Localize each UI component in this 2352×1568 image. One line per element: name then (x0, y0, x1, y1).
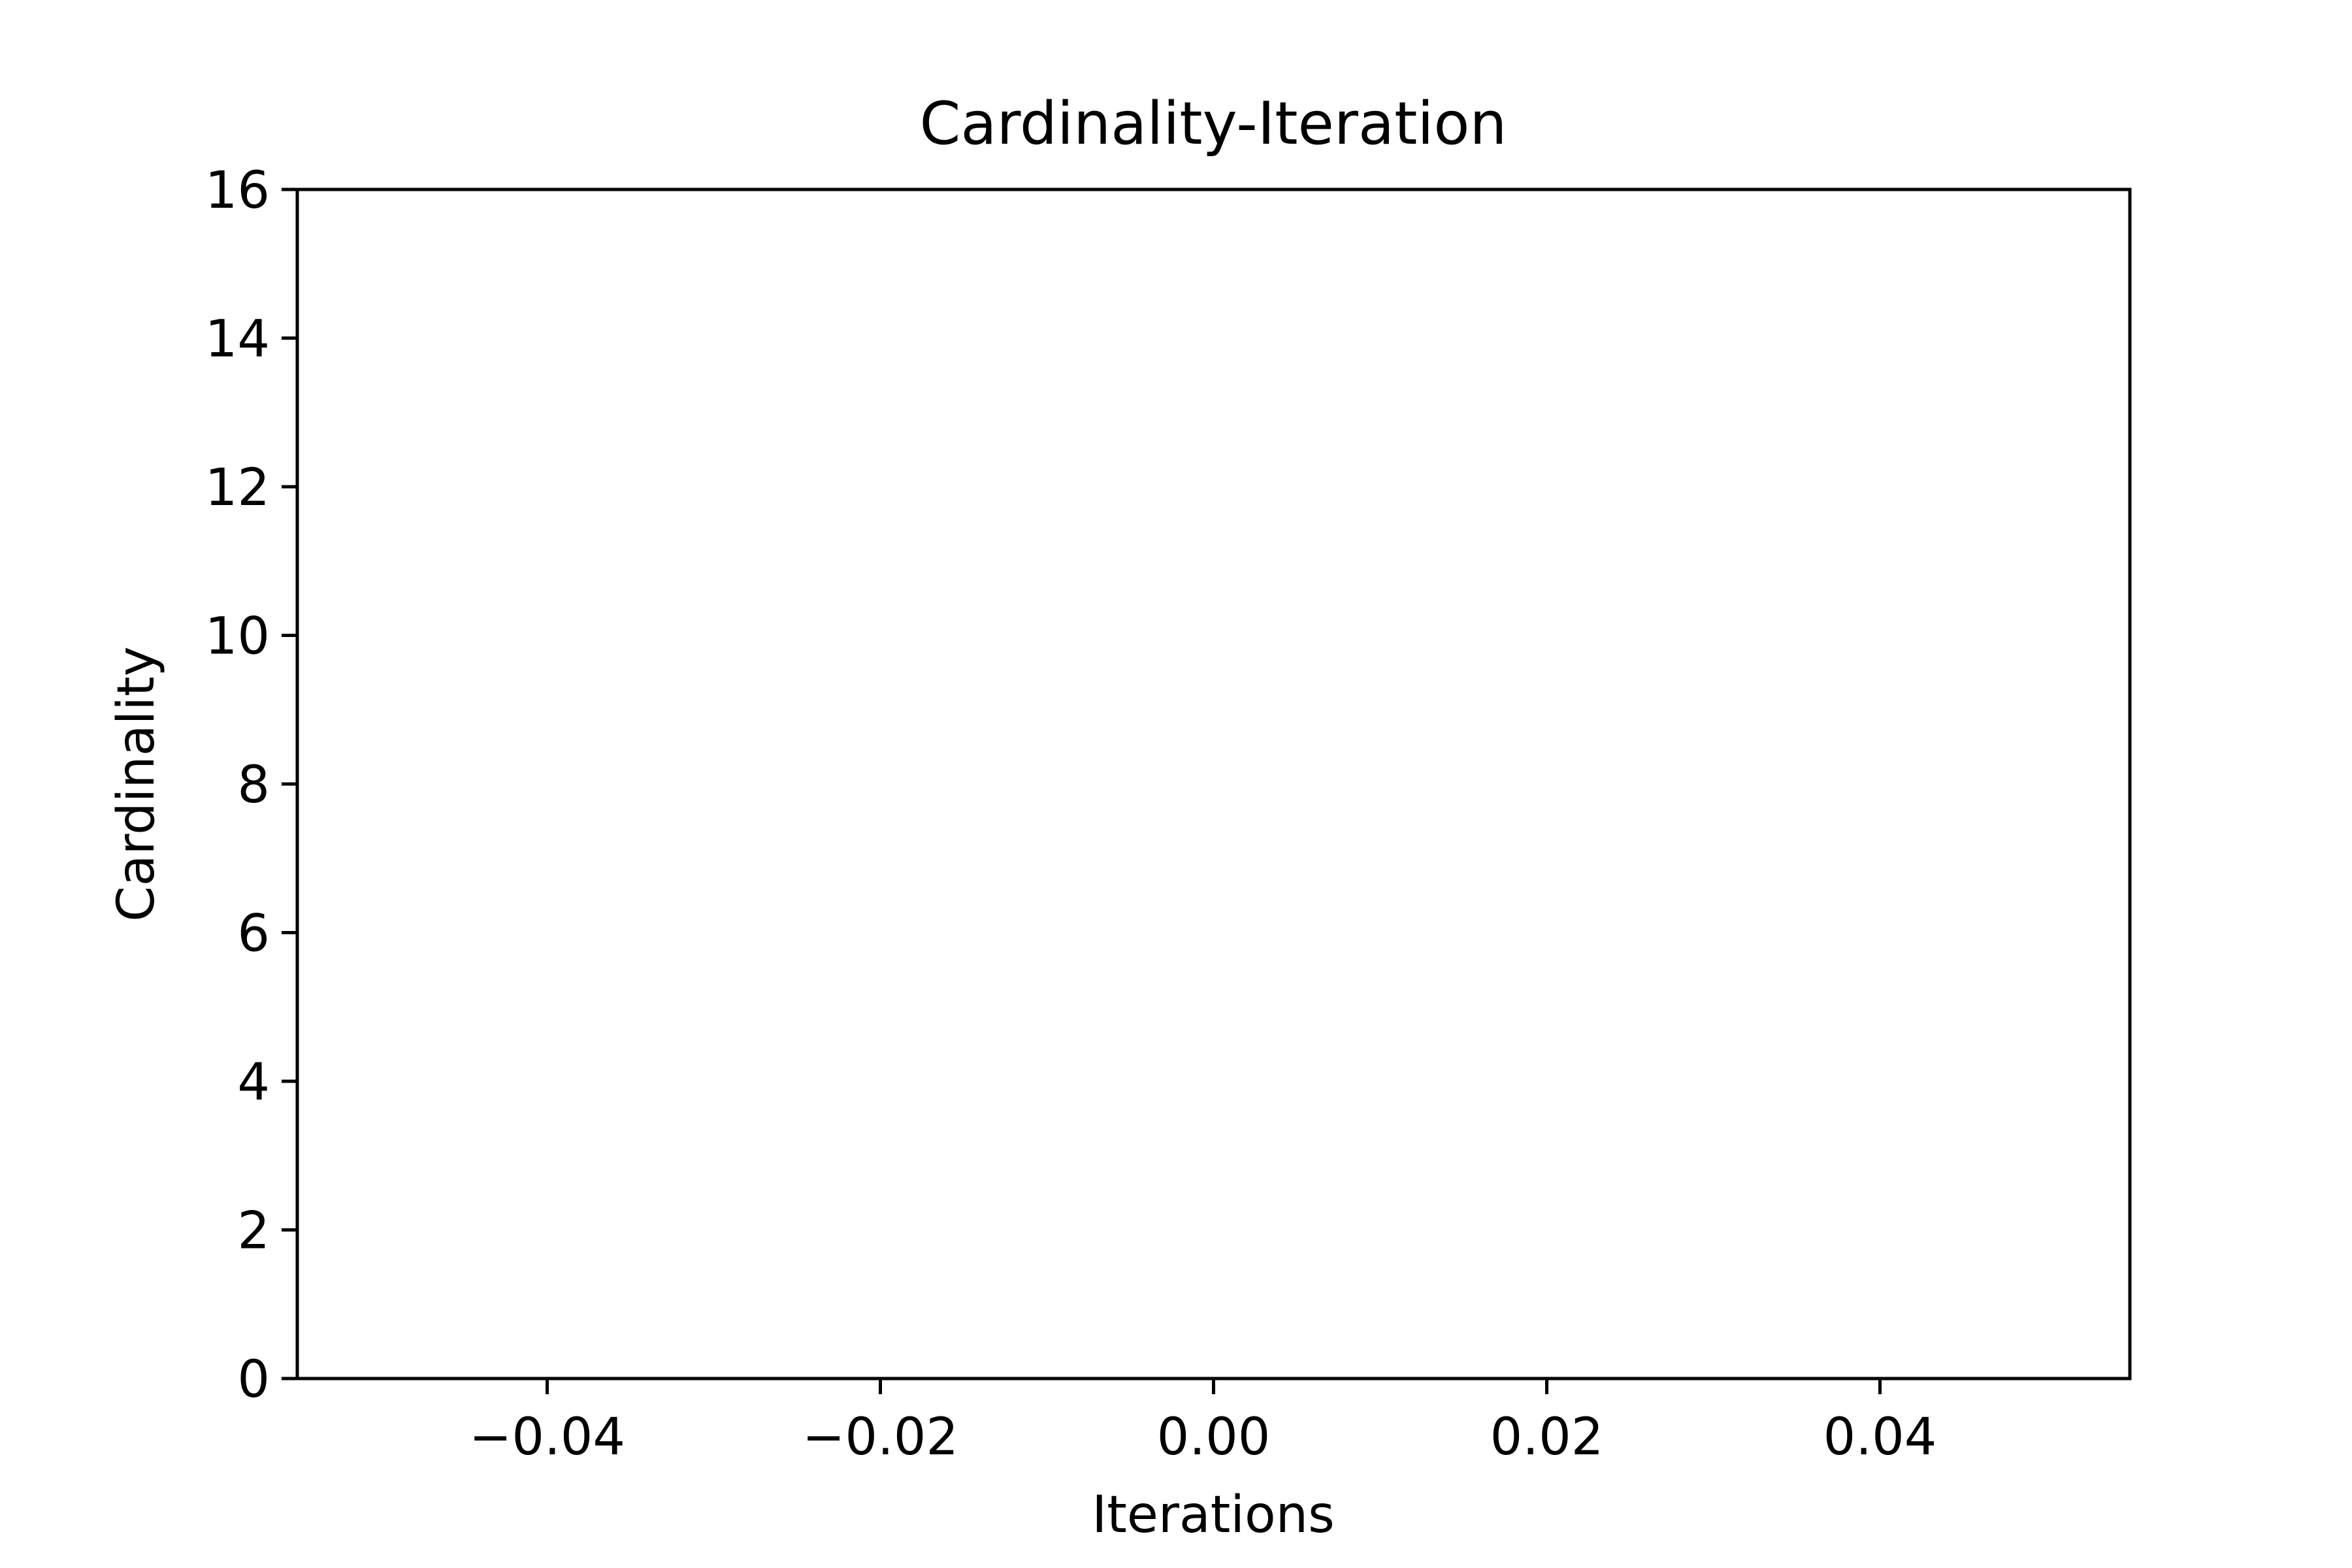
x-tick-label: 0.04 (1823, 1408, 1937, 1467)
y-ticks: 0 2 4 6 8 10 12 14 16 (205, 161, 297, 1409)
y-tick-label: 10 (205, 608, 270, 666)
plot-area (295, 188, 2132, 1380)
x-tick-label: −0.02 (802, 1408, 958, 1467)
y-tick-label: 2 (237, 1202, 270, 1261)
x-tick-label: 0.02 (1490, 1408, 1604, 1467)
y-tick-label: 12 (205, 459, 270, 517)
x-tick-label: −0.04 (469, 1408, 625, 1467)
y-axis-label: Cardinality (107, 646, 166, 921)
x-axis-label: Iterations (1092, 1486, 1335, 1544)
y-tick-label: 16 (205, 161, 270, 220)
y-tick-label: 8 (237, 756, 270, 815)
x-ticks: −0.04 −0.02 0.00 0.02 0.04 (469, 1379, 1936, 1467)
y-tick-label: 6 (237, 905, 270, 964)
x-tick-label: 0.00 (1157, 1408, 1271, 1467)
y-tick-label: 14 (205, 310, 270, 369)
chart-title: Cardinality-Iteration (920, 90, 1507, 158)
y-tick-label: 0 (237, 1350, 270, 1409)
y-tick-label: 4 (237, 1053, 270, 1112)
